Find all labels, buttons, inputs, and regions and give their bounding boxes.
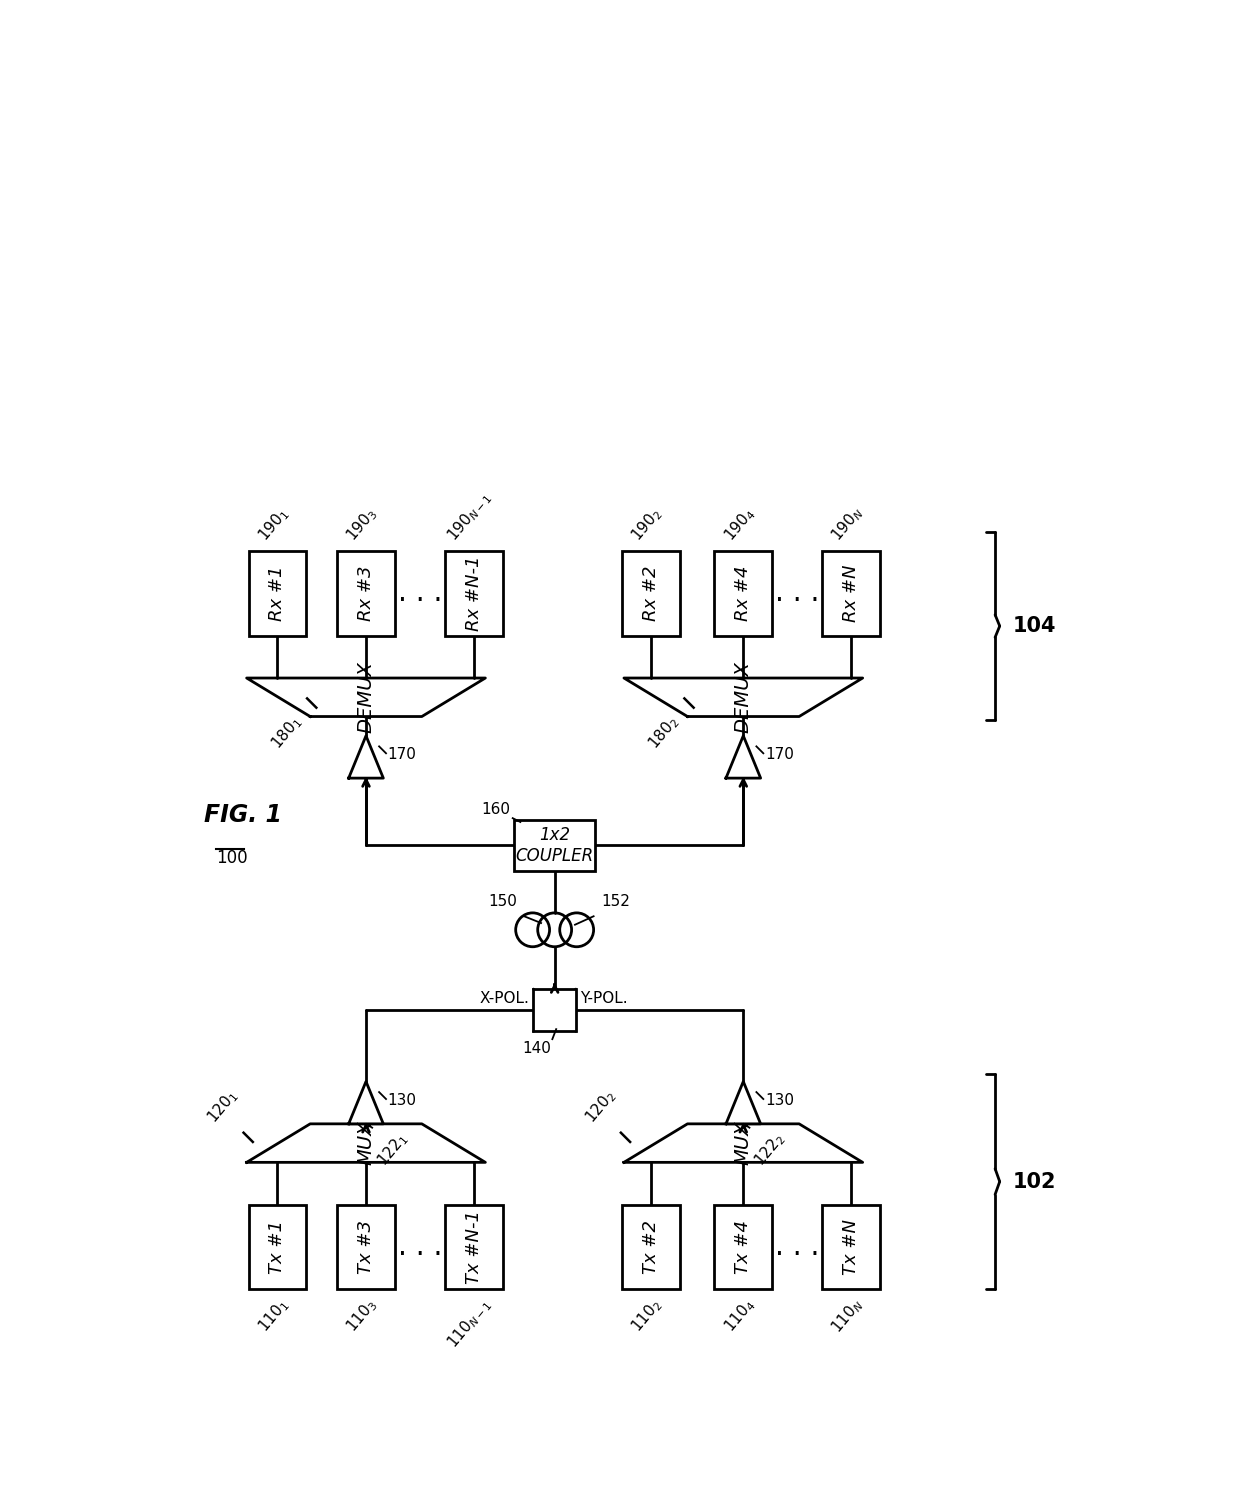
Text: 180$_1$: 180$_1$ [268, 712, 305, 752]
Text: Tx #N-1: Tx #N-1 [465, 1210, 482, 1284]
Bar [822, 551, 880, 635]
Bar [622, 551, 680, 635]
Text: Rx #3: Rx #3 [357, 566, 374, 622]
Bar [714, 1204, 773, 1290]
Text: Tx #2: Tx #2 [642, 1221, 660, 1275]
Text: 190$_4$: 190$_4$ [720, 504, 759, 545]
Text: Rx #1: Rx #1 [268, 566, 286, 622]
Text: 122$_1$: 122$_1$ [373, 1130, 412, 1171]
Text: MUX: MUX [734, 1121, 753, 1165]
Text: Tx #1: Tx #1 [268, 1221, 286, 1275]
Polygon shape [725, 1082, 760, 1124]
Text: 130: 130 [765, 1093, 794, 1108]
Text: . . .: . . . [775, 579, 820, 608]
Text: 1x2
COUPLER: 1x2 COUPLER [516, 826, 594, 865]
Text: . . .: . . . [398, 1233, 443, 1261]
Text: Rx #N: Rx #N [842, 564, 861, 622]
Text: Tx #3: Tx #3 [357, 1221, 374, 1275]
Polygon shape [725, 736, 760, 778]
Text: 190$_{N-1}$: 190$_{N-1}$ [444, 488, 496, 545]
Polygon shape [624, 679, 863, 716]
Text: 130: 130 [388, 1093, 417, 1108]
Text: Tx #N: Tx #N [842, 1219, 861, 1275]
Bar [248, 551, 306, 635]
Text: FIG. 1: FIG. 1 [205, 802, 283, 826]
Text: 110$_3$: 110$_3$ [343, 1296, 381, 1336]
Bar [714, 551, 773, 635]
Bar [533, 989, 575, 1031]
Text: Rx #N-1: Rx #N-1 [465, 555, 482, 631]
Text: Tx #4: Tx #4 [734, 1221, 753, 1275]
Text: . . .: . . . [775, 1233, 820, 1261]
Text: 170: 170 [388, 748, 417, 763]
Bar [445, 551, 502, 635]
Text: 180$_2$: 180$_2$ [645, 712, 683, 752]
Bar [822, 1204, 880, 1290]
Bar [515, 820, 595, 870]
Polygon shape [247, 679, 485, 716]
Bar [337, 1204, 394, 1290]
Text: 120$_2$: 120$_2$ [582, 1087, 619, 1127]
Text: 152: 152 [601, 894, 630, 909]
Bar [445, 1204, 502, 1290]
Text: 110$_4$: 110$_4$ [720, 1296, 759, 1336]
Text: 170: 170 [765, 748, 794, 763]
Text: 120$_1$: 120$_1$ [203, 1087, 242, 1127]
Text: 104: 104 [1013, 616, 1056, 637]
Text: 110$_1$: 110$_1$ [254, 1296, 293, 1336]
Polygon shape [247, 1124, 485, 1162]
Text: Rx #4: Rx #4 [734, 566, 753, 622]
Text: 160: 160 [481, 802, 511, 817]
Bar [248, 1204, 306, 1290]
Text: 190$_2$: 190$_2$ [627, 504, 666, 545]
Text: 110$_{N-1}$: 110$_{N-1}$ [444, 1296, 496, 1351]
Text: 150: 150 [489, 894, 517, 909]
Text: 140: 140 [522, 1040, 551, 1055]
Polygon shape [348, 1082, 383, 1124]
Text: DEMUX: DEMUX [734, 661, 753, 733]
Text: Y-POL.: Y-POL. [579, 992, 627, 1007]
Text: 190$_1$: 190$_1$ [254, 504, 293, 545]
Text: . . .: . . . [398, 579, 443, 608]
Polygon shape [624, 1124, 863, 1162]
Text: MUX: MUX [357, 1121, 376, 1165]
Bar [337, 551, 394, 635]
Text: 102: 102 [1013, 1171, 1056, 1192]
Text: 122$_2$: 122$_2$ [751, 1130, 789, 1171]
Bar [622, 1204, 680, 1290]
Text: 190$_N$: 190$_N$ [827, 503, 867, 545]
Text: Rx #2: Rx #2 [642, 566, 660, 622]
Text: 100: 100 [216, 849, 248, 867]
Text: X-POL.: X-POL. [480, 992, 529, 1007]
Text: 110$_N$: 110$_N$ [827, 1296, 867, 1338]
Polygon shape [348, 736, 383, 778]
Text: DEMUX: DEMUX [357, 661, 376, 733]
Text: 110$_2$: 110$_2$ [627, 1296, 666, 1336]
Text: 190$_3$: 190$_3$ [343, 504, 381, 545]
